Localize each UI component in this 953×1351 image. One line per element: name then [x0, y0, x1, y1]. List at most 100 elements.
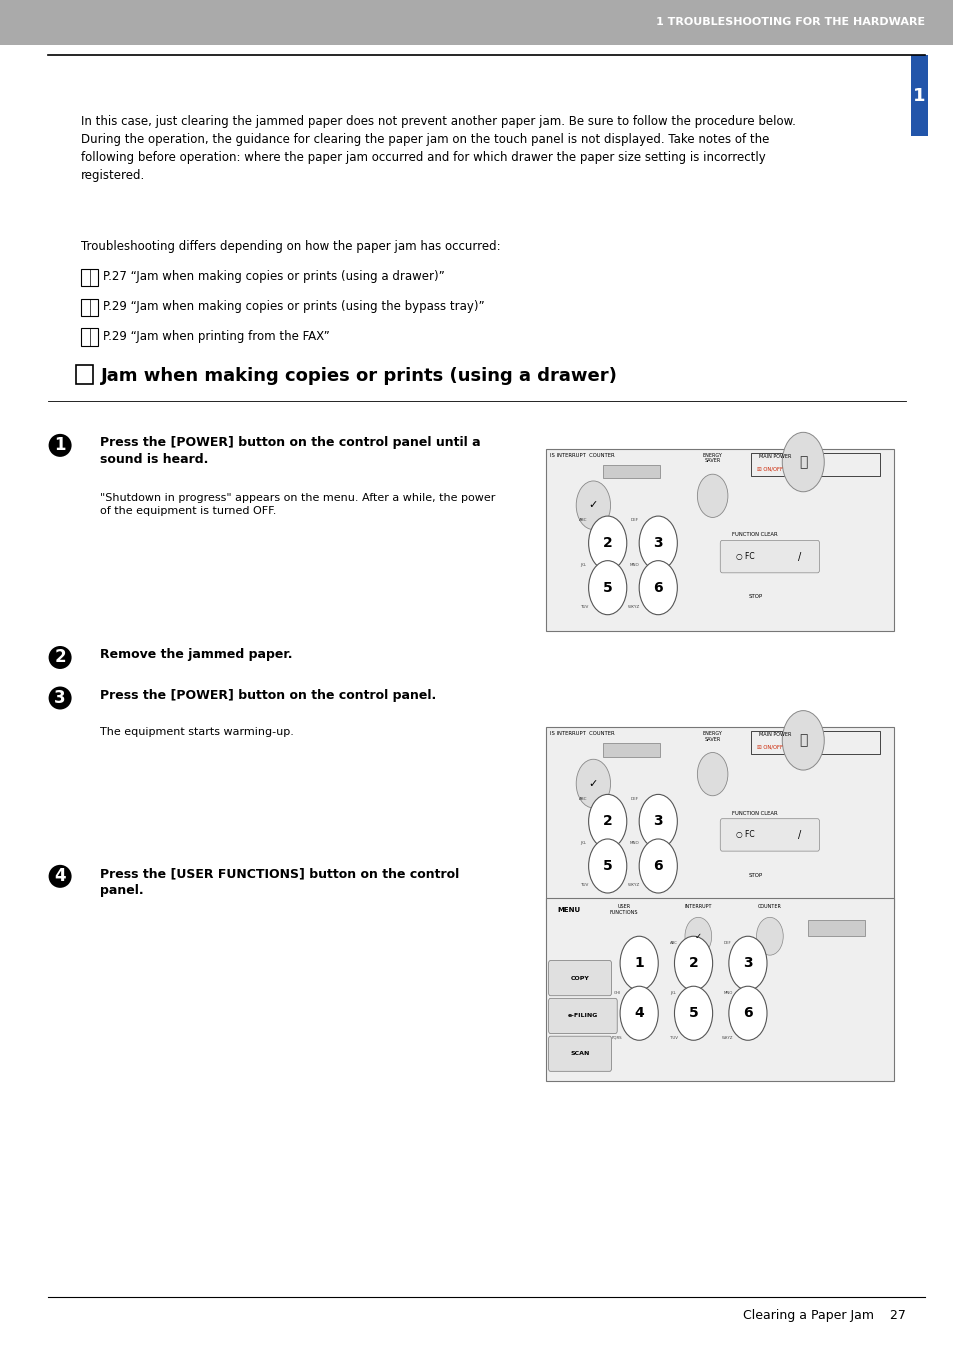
- Text: ABC: ABC: [578, 797, 586, 801]
- Text: 6: 6: [653, 581, 662, 594]
- Text: SCAN: SCAN: [570, 1051, 589, 1056]
- Circle shape: [781, 432, 823, 492]
- FancyBboxPatch shape: [548, 961, 611, 996]
- Text: MNO: MNO: [629, 563, 639, 567]
- Text: 4: 4: [54, 867, 66, 885]
- Circle shape: [781, 711, 823, 770]
- Text: INTERRUPT: INTERRUPT: [684, 904, 711, 909]
- Text: IS INTERRUPT  COUNTER: IS INTERRUPT COUNTER: [549, 731, 614, 736]
- Text: Clearing a Paper Jam    27: Clearing a Paper Jam 27: [742, 1309, 905, 1323]
- Text: GHI: GHI: [613, 992, 620, 996]
- Text: In this case, just clearing the jammed paper does not prevent another paper jam.: In this case, just clearing the jammed p…: [81, 115, 795, 182]
- Circle shape: [684, 917, 711, 955]
- Text: DEF: DEF: [723, 942, 731, 946]
- Circle shape: [619, 986, 658, 1040]
- Text: 3: 3: [653, 815, 662, 828]
- Text: MNO: MNO: [629, 842, 639, 846]
- Text: Press the [POWER] button on the control panel.: Press the [POWER] button on the control …: [100, 689, 436, 703]
- Text: FUNCTION CLEAR: FUNCTION CLEAR: [731, 532, 777, 538]
- Text: TUV: TUV: [579, 605, 587, 609]
- Text: ABC: ABC: [669, 942, 677, 946]
- Text: COUNTER: COUNTER: [757, 904, 781, 909]
- Text: Press the [USER FUNCTIONS] button on the control
panel.: Press the [USER FUNCTIONS] button on the…: [100, 867, 459, 897]
- Text: ABC: ABC: [578, 519, 586, 523]
- Text: DEF: DEF: [630, 519, 638, 523]
- Text: ENERGY
SAVER: ENERGY SAVER: [702, 453, 721, 463]
- Text: ⏻: ⏻: [799, 734, 806, 747]
- Circle shape: [728, 936, 766, 990]
- Text: Jam when making copies or prints (using a drawer): Jam when making copies or prints (using …: [101, 367, 618, 385]
- Text: 1 TROUBLESHOOTING FOR THE HARDWARE: 1 TROUBLESHOOTING FOR THE HARDWARE: [656, 18, 924, 27]
- Text: 3: 3: [54, 689, 66, 707]
- Text: FUNCTION CLEAR: FUNCTION CLEAR: [731, 811, 777, 816]
- Circle shape: [588, 839, 626, 893]
- Text: MNO: MNO: [722, 992, 732, 996]
- Text: WXYZ: WXYZ: [628, 605, 639, 609]
- Text: 5: 5: [602, 859, 612, 873]
- Text: STOP: STOP: [748, 594, 761, 600]
- Circle shape: [728, 986, 766, 1040]
- Text: DEF: DEF: [630, 797, 638, 801]
- Text: P.27 “Jam when making copies or prints (using a drawer)”: P.27 “Jam when making copies or prints (…: [103, 270, 444, 284]
- FancyBboxPatch shape: [720, 819, 819, 851]
- Text: 1: 1: [634, 957, 643, 970]
- Text: STOP: STOP: [748, 873, 761, 878]
- FancyBboxPatch shape: [602, 465, 659, 478]
- FancyBboxPatch shape: [602, 743, 659, 757]
- FancyBboxPatch shape: [545, 898, 893, 1081]
- Text: WXYZ: WXYZ: [721, 1036, 733, 1040]
- Text: ⏻: ⏻: [799, 455, 806, 469]
- Text: ENERGY
SAVER: ENERGY SAVER: [702, 731, 721, 742]
- Text: /: /: [798, 830, 801, 840]
- Circle shape: [576, 481, 610, 530]
- Text: 1: 1: [912, 86, 925, 105]
- Circle shape: [576, 759, 610, 808]
- Circle shape: [756, 917, 782, 955]
- Text: Remove the jammed paper.: Remove the jammed paper.: [100, 648, 293, 662]
- Circle shape: [588, 794, 626, 848]
- Circle shape: [619, 936, 658, 990]
- Circle shape: [674, 936, 712, 990]
- Text: 4: 4: [634, 1006, 643, 1020]
- Text: ☒ ON/OFF: ☒ ON/OFF: [757, 466, 782, 471]
- Text: TUV: TUV: [579, 884, 587, 888]
- Circle shape: [639, 794, 677, 848]
- Text: 5: 5: [602, 581, 612, 594]
- Text: P.29 “Jam when printing from the FAX”: P.29 “Jam when printing from the FAX”: [103, 330, 330, 343]
- Circle shape: [588, 516, 626, 570]
- Circle shape: [639, 839, 677, 893]
- FancyBboxPatch shape: [910, 55, 927, 136]
- Circle shape: [588, 561, 626, 615]
- Text: USER
FUNCTIONS: USER FUNCTIONS: [609, 904, 638, 915]
- Text: /: /: [798, 551, 801, 562]
- Circle shape: [674, 986, 712, 1040]
- Text: ○ FC: ○ FC: [736, 553, 755, 561]
- Text: 6: 6: [742, 1006, 752, 1020]
- Text: 2: 2: [688, 957, 698, 970]
- Text: P.29 “Jam when making copies or prints (using the bypass tray)”: P.29 “Jam when making copies or prints (…: [103, 300, 484, 313]
- Text: 2: 2: [54, 648, 66, 666]
- Text: Troubleshooting differs depending on how the paper jam has occurred:: Troubleshooting differs depending on how…: [81, 240, 500, 254]
- FancyBboxPatch shape: [545, 449, 893, 631]
- Text: 6: 6: [653, 859, 662, 873]
- Text: COPY: COPY: [570, 975, 589, 981]
- Text: JKL: JKL: [579, 563, 585, 567]
- FancyBboxPatch shape: [548, 998, 617, 1034]
- Text: 3: 3: [742, 957, 752, 970]
- FancyBboxPatch shape: [0, 0, 953, 45]
- Text: "Shutdown in progress" appears on the menu. After a while, the power
of the equi: "Shutdown in progress" appears on the me…: [100, 493, 495, 516]
- FancyBboxPatch shape: [807, 920, 864, 936]
- Text: ✓: ✓: [588, 500, 598, 511]
- Text: MAIN POWER: MAIN POWER: [755, 732, 790, 738]
- Text: 2: 2: [602, 815, 612, 828]
- Text: PQRS: PQRS: [611, 1036, 622, 1040]
- Circle shape: [697, 474, 727, 517]
- Circle shape: [639, 516, 677, 570]
- Text: ○ FC: ○ FC: [736, 831, 755, 839]
- Text: Press the [POWER] button on the control panel until a
sound is heard.: Press the [POWER] button on the control …: [100, 436, 480, 466]
- FancyBboxPatch shape: [545, 727, 893, 909]
- Text: 2: 2: [602, 536, 612, 550]
- Text: TUV: TUV: [669, 1036, 677, 1040]
- Text: IS INTERRUPT  COUNTER: IS INTERRUPT COUNTER: [549, 453, 614, 458]
- Text: e-FILING: e-FILING: [567, 1013, 598, 1019]
